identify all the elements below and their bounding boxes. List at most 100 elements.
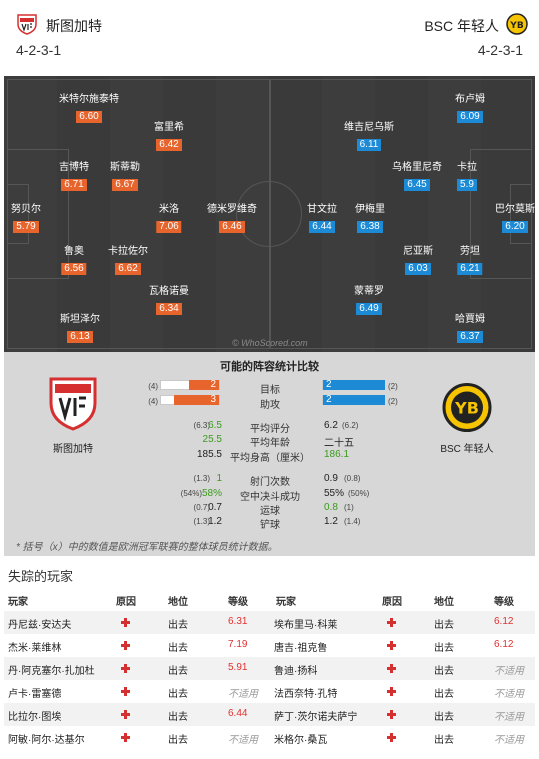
missing-player-name[interactable]: 米格尔·桑瓦 bbox=[274, 735, 328, 746]
missing-rating: 不适用 bbox=[228, 689, 258, 700]
missing-status: 出去 bbox=[168, 620, 188, 631]
stats-title: 可能的阵容统计比较 bbox=[220, 361, 319, 373]
stats-home-team: 斯图加特 bbox=[53, 444, 93, 455]
lineup-stats-comparison: 可能的阵容统计比较 斯图加特 YB BSC 年轻人 (4) 2 目标 2 (2)… bbox=[4, 352, 535, 556]
table-row: 卢卡·雷塞德 出去 不适用 法西奈特·孔特 出去 不适用 bbox=[4, 680, 535, 703]
missing-status: 出去 bbox=[168, 643, 188, 654]
svg-text:YB: YB bbox=[454, 399, 479, 418]
home-formation: 4-2-3-1 bbox=[16, 42, 62, 58]
missing-player-name[interactable]: 埃布里马·科莱 bbox=[274, 620, 338, 631]
injury-cross-icon bbox=[121, 641, 130, 650]
missing-status: 出去 bbox=[434, 689, 454, 700]
away-player[interactable]: 乌格里尼奇 6.45 bbox=[392, 162, 442, 191]
assists-label: 助攻 bbox=[260, 400, 280, 411]
injury-cross-icon bbox=[121, 687, 130, 696]
missing-rating: 不适用 bbox=[228, 735, 258, 746]
missing-rating: 不适用 bbox=[494, 689, 524, 700]
away-player[interactable]: 伊梅里 6.38 bbox=[355, 204, 385, 233]
missing-status: 出去 bbox=[168, 666, 188, 677]
injury-cross-icon bbox=[387, 664, 396, 673]
injury-cross-icon bbox=[387, 710, 396, 719]
missing-player-name[interactable]: 唐吉·祖克鲁 bbox=[274, 643, 328, 654]
table-row: 比拉尔·图埃 出去 6.44 萨丁·茨尔诺夫萨宁 出去 不适用 bbox=[4, 703, 535, 726]
away-player[interactable]: 尼亚斯 6.03 bbox=[403, 246, 433, 275]
home-player[interactable]: 努贝尔 5.79 bbox=[11, 204, 41, 233]
away-player[interactable]: 甘文拉 6.44 bbox=[307, 204, 337, 233]
away-team-name[interactable]: BSC 年轻人 bbox=[424, 18, 499, 34]
injury-cross-icon bbox=[121, 618, 130, 627]
missing-rating: 6.31 bbox=[228, 616, 248, 627]
missing-player-name[interactable]: 丹尼兹·安达夫 bbox=[8, 620, 72, 631]
injury-cross-icon bbox=[387, 618, 396, 627]
away-player[interactable]: 布卢姆 6.09 bbox=[455, 94, 485, 123]
home-player[interactable]: 米洛 7.06 bbox=[156, 204, 182, 234]
missing-player-name[interactable]: 萨丁·茨尔诺夫萨宁 bbox=[274, 712, 358, 723]
home-player[interactable]: 米特尔施泰特 6.60 bbox=[59, 94, 119, 123]
assists-home-bar: 3 bbox=[160, 395, 220, 405]
missing-status: 出去 bbox=[168, 735, 188, 746]
missing-rating: 不适用 bbox=[494, 712, 524, 723]
missing-status: 出去 bbox=[434, 666, 454, 677]
stats-away-team: BSC 年轻人 bbox=[440, 444, 494, 455]
missing-rating: 5.91 bbox=[228, 662, 248, 673]
table-row: 杰米·莱维林 出去 7.19 唐吉·祖克鲁 出去 6.12 bbox=[4, 634, 535, 657]
home-player[interactable]: 德米罗维奇 6.46 bbox=[207, 204, 257, 233]
table-row: 阿敏·阿尔·达基尔 出去 不适用 米格尔·桑瓦 出去 不适用 bbox=[4, 726, 535, 749]
match-header: 斯图加特 4-2-3-1 BSC 年轻人 YB 4-2-3-1 bbox=[0, 0, 539, 76]
missing-rating: 不适用 bbox=[494, 735, 524, 746]
away-player[interactable]: 巴尔莫斯 6.20 bbox=[495, 204, 535, 233]
missing-player-name[interactable]: 丹·阿克塞尔·扎加杜 bbox=[8, 666, 95, 677]
home-player[interactable]: 斯坦泽尔 6.13 bbox=[60, 314, 100, 343]
away-player[interactable]: 维吉尼乌斯 6.11 bbox=[344, 122, 394, 151]
young-boys-crest-icon: YB bbox=[506, 13, 528, 35]
table-row: 丹·阿克塞尔·扎加杜 出去 5.91 鲁迪·扬科 出去 不适用 bbox=[4, 657, 535, 680]
missing-status: 出去 bbox=[434, 620, 454, 631]
assists-away-bar: 2 bbox=[322, 395, 385, 405]
pitch: 努贝尔 5.79 米特尔施泰特 6.60 吉博特 6.71 鲁奥 6.56 斯坦泽尔 6.… bbox=[4, 76, 535, 352]
missing-status: 出去 bbox=[434, 643, 454, 654]
table-header: 玩家 原因 地位 等级 玩家 原因 地位 等级 bbox=[4, 588, 535, 611]
home-player[interactable]: 卡拉佐尔 6.62 bbox=[108, 246, 148, 275]
missing-status: 出去 bbox=[434, 712, 454, 723]
away-player[interactable]: 卡拉 5.9 bbox=[457, 162, 477, 191]
table-row: 丹尼兹·安达夫 出去 6.31 埃布里马·科莱 出去 6.12 bbox=[4, 611, 535, 634]
away-player[interactable]: 劳坦 6.21 bbox=[457, 246, 483, 276]
young-boys-crest-icon: YB bbox=[442, 383, 492, 432]
away-player[interactable]: 蒙蒂罗 6.49 bbox=[354, 286, 384, 315]
home-player[interactable]: 斯蒂勒 6.67 bbox=[110, 162, 140, 191]
goals-label: 目标 bbox=[260, 385, 280, 396]
injury-cross-icon bbox=[121, 710, 130, 719]
missing-player-name[interactable]: 比拉尔·图埃 bbox=[8, 712, 62, 723]
injury-cross-icon bbox=[387, 641, 396, 650]
svg-text:YB: YB bbox=[509, 21, 524, 31]
missing-rating: 6.12 bbox=[494, 639, 514, 650]
home-player[interactable]: 富里希 6.42 bbox=[154, 122, 184, 151]
injury-cross-icon bbox=[387, 687, 396, 696]
missing-player-name[interactable]: 杰米·莱维林 bbox=[8, 643, 62, 654]
missing-rating: 6.12 bbox=[494, 616, 514, 627]
goals-away-bar: 2 bbox=[322, 380, 385, 390]
stuttgart-crest-icon bbox=[49, 377, 97, 431]
injury-cross-icon bbox=[121, 664, 130, 673]
goals-home-bar: 2 bbox=[160, 380, 220, 390]
away-player[interactable]: 哈賈姆 6.37 bbox=[455, 314, 485, 343]
home-player[interactable]: 吉博特 6.71 bbox=[59, 162, 89, 191]
home-player[interactable]: 瓦格诺曼 6.34 bbox=[149, 286, 189, 315]
injury-cross-icon bbox=[387, 733, 396, 742]
missing-player-name[interactable]: 鲁迪·扬科 bbox=[274, 666, 318, 677]
missing-status: 出去 bbox=[168, 712, 188, 723]
missing-players-title: 失踪的玩家 bbox=[8, 569, 74, 584]
watermark: © WhoScored.com bbox=[232, 338, 308, 348]
missing-rating: 不适用 bbox=[494, 666, 524, 677]
home-team-name[interactable]: 斯图加特 bbox=[46, 18, 102, 34]
stats-footnote: * 括号（x）中的数值是欧洲冠军联赛的整体球员统计数据。 bbox=[16, 542, 278, 553]
missing-rating: 7.19 bbox=[228, 639, 248, 650]
home-player[interactable]: 鲁奥 6.56 bbox=[61, 246, 87, 276]
missing-player-name[interactable]: 阿敏·阿尔·达基尔 bbox=[8, 735, 85, 746]
missing-player-name[interactable]: 法西奈特·孔特 bbox=[274, 689, 338, 700]
missing-status: 出去 bbox=[434, 735, 454, 746]
stuttgart-crest-icon bbox=[17, 14, 37, 35]
missing-player-name[interactable]: 卢卡·雷塞德 bbox=[8, 689, 62, 700]
missing-status: 出去 bbox=[168, 689, 188, 700]
injury-cross-icon bbox=[121, 733, 130, 742]
